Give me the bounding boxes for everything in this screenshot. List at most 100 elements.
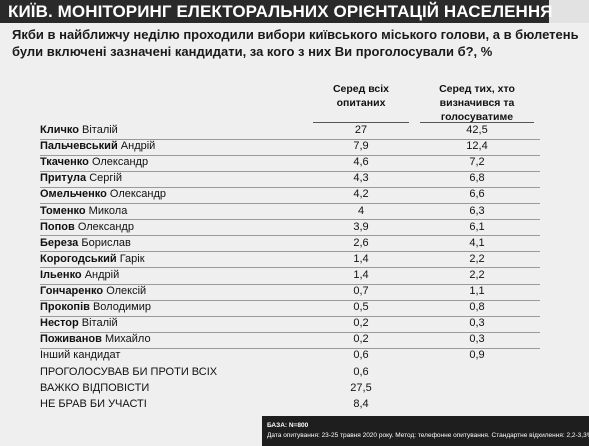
- value-decided-voters: 0,3: [469, 333, 485, 346]
- candidate-given-name: Борислав: [81, 236, 131, 249]
- candidate-name: Попов Олександр: [40, 221, 134, 233]
- value-all-respondents: 1,4: [353, 268, 369, 281]
- candidate-surname: Омельченко: [40, 188, 107, 201]
- candidate-name: Прокопів Володимир: [40, 301, 151, 313]
- candidate-name: Ільенко Андрій: [40, 269, 119, 281]
- table-row: Прокопів Володимир 0,5 0,8: [0, 300, 589, 316]
- table-row: НЕ БРАВ БИ УЧАСТІ 8,4: [0, 397, 589, 413]
- candidate-name: Інший кандидат: [40, 349, 120, 361]
- row-divider: [40, 251, 540, 253]
- row-divider: [40, 138, 540, 140]
- value-all-respondents: 4,2: [353, 188, 369, 201]
- value-all-respondents: 4,3: [353, 172, 369, 185]
- candidate-given-name: Олександр: [77, 220, 134, 233]
- candidate-surname: Прокопів: [40, 301, 90, 314]
- table-row: Береза Борислав 2,6 4,1: [0, 236, 589, 252]
- value-decided-voters: 7,2: [469, 156, 485, 169]
- candidate-given-name: НЕ БРАВ БИ УЧАСТІ: [40, 397, 147, 410]
- value-decided-voters: 4,1: [469, 236, 485, 249]
- value-decided-voters: 6,6: [469, 188, 485, 201]
- candidate-given-name: ВАЖКО ВІДПОВІСТИ: [40, 381, 150, 394]
- candidate-name: Кличко Віталій: [40, 124, 118, 136]
- value-all-respondents: 27: [354, 124, 368, 136]
- row-divider: [40, 203, 540, 204]
- table-row: Омельченко Олександр 4,2 6,6: [0, 187, 589, 203]
- row-divider: [40, 235, 540, 237]
- candidate-surname: Кличко: [40, 124, 79, 136]
- sample-base: БАЗА: N=800: [267, 422, 309, 429]
- value-decided-voters: 2,2: [469, 252, 485, 265]
- candidate-name: Томенко Микола: [40, 205, 127, 217]
- candidate-name: Притула Сергій: [40, 172, 122, 184]
- table-row: ПРОГОЛОСУВАВ БИ ПРОТИ ВСІХ 0,6: [0, 365, 589, 381]
- value-all-respondents: 2,6: [353, 236, 369, 249]
- candidate-name: Береза Борислав: [40, 237, 131, 249]
- candidate-name: Корогодський Гарік: [40, 253, 145, 265]
- row-divider: [40, 267, 540, 269]
- candidate-given-name: Михайло: [104, 333, 151, 346]
- candidate-surname: Ткаченко: [40, 156, 89, 169]
- footer: БАЗА: N=800 Дата опитування: 23-25 травн…: [262, 416, 589, 446]
- value-decided-voters: 2,2: [469, 268, 485, 281]
- row-divider: [40, 283, 540, 285]
- value-decided-voters: 0,3: [469, 317, 485, 330]
- value-all-respondents: 0,2: [353, 317, 369, 330]
- value-all-respondents: 7,9: [353, 140, 369, 153]
- table-row: Пальчевський Андрій 7,9 12,4: [0, 139, 589, 155]
- candidate-name: НЕ БРАВ БИ УЧАСТІ: [40, 398, 147, 410]
- candidate-surname: Томенко: [40, 204, 86, 217]
- candidate-given-name: Віталій: [82, 124, 118, 136]
- candidate-surname: Гончаренко: [40, 285, 104, 297]
- candidate-name: Омельченко Олександр: [40, 188, 166, 200]
- candidate-surname: Корогодський: [40, 252, 117, 265]
- column-header-underline: [313, 122, 409, 123]
- table-row: Корогодський Гарік 1,4 2,2: [0, 252, 589, 268]
- candidate-given-name: Інший кандидат: [40, 349, 121, 362]
- value-all-respondents: 0,5: [353, 301, 369, 314]
- candidate-surname: Нестор: [40, 317, 79, 330]
- table-row: Поживанов Михайло 0,2 0,3: [0, 332, 589, 348]
- column-header-decided: Серед тих, хто визначився та голосуватим…: [439, 83, 515, 123]
- value-all-respondents: 3,9: [353, 220, 369, 233]
- candidate-given-name: Олександр: [109, 188, 167, 201]
- row-divider: [40, 170, 540, 172]
- row-divider: [40, 154, 540, 156]
- table-row: Притула Сергій 4,3 6,8: [0, 171, 589, 187]
- value-decided-voters: 6,1: [469, 220, 485, 233]
- table-row: ВАЖКО ВІДПОВІСТИ 27,5: [0, 381, 589, 397]
- value-all-respondents: 4: [357, 204, 365, 217]
- table-row: Попов Олександр 3,9 6,1: [0, 220, 589, 236]
- candidate-surname: Ільенко: [40, 268, 82, 281]
- survey-question: Якби в найближчу неділю проходили вибори…: [12, 27, 579, 59]
- candidate-name: Пальчевський Андрій: [40, 140, 155, 152]
- value-all-respondents: 0,6: [353, 365, 369, 378]
- candidate-given-name: Сергій: [89, 172, 122, 185]
- row-divider: [40, 186, 540, 188]
- value-decided-voters: 1,1: [469, 285, 485, 297]
- table-row: Інший кандидат 0,6 0,9: [0, 348, 589, 364]
- column-header-all: Серед всіх опитаних: [332, 83, 390, 109]
- value-decided-voters: 6,8: [469, 172, 485, 185]
- page-title: КИЇВ. МОНІТОРИНГ ЕЛЕКТОРАЛЬНИХ ОРІЄНТАЦІ…: [8, 2, 553, 21]
- title-box: КИЇВ. МОНІТОРИНГ ЕЛЕКТОРАЛЬНИХ ОРІЄНТАЦІ…: [0, 0, 553, 23]
- candidate-given-name: Андрій: [120, 140, 156, 153]
- candidate-given-name: Гарік: [119, 252, 145, 265]
- column-header-underline: [420, 122, 534, 123]
- value-all-respondents: 4,6: [353, 156, 369, 169]
- candidate-surname: Береза: [40, 236, 79, 249]
- value-all-respondents: 27,5: [350, 381, 372, 394]
- row-divider: [40, 347, 540, 349]
- value-decided-voters: 0,9: [469, 349, 485, 362]
- row-divider: [40, 299, 540, 301]
- value-all-respondents: 8,4: [353, 397, 369, 410]
- candidate-given-name: Микола: [88, 204, 128, 217]
- table-row: Нестор Віталій 0,2 0,3: [0, 316, 589, 332]
- value-all-respondents: 1,4: [353, 252, 369, 265]
- title-bar: КИЇВ. МОНІТОРИНГ ЕЛЕКТОРАЛЬНИХ ОРІЄНТАЦІ…: [0, 0, 589, 23]
- candidate-surname: Пальчевський: [40, 140, 118, 153]
- candidate-name: Нестор Віталій: [40, 317, 118, 329]
- value-decided-voters: 12,4: [466, 140, 488, 153]
- table-row: Томенко Микола 4 6,3: [0, 204, 589, 220]
- candidate-name: Гончаренко Олексій: [40, 285, 146, 297]
- row-divider: [40, 219, 540, 221]
